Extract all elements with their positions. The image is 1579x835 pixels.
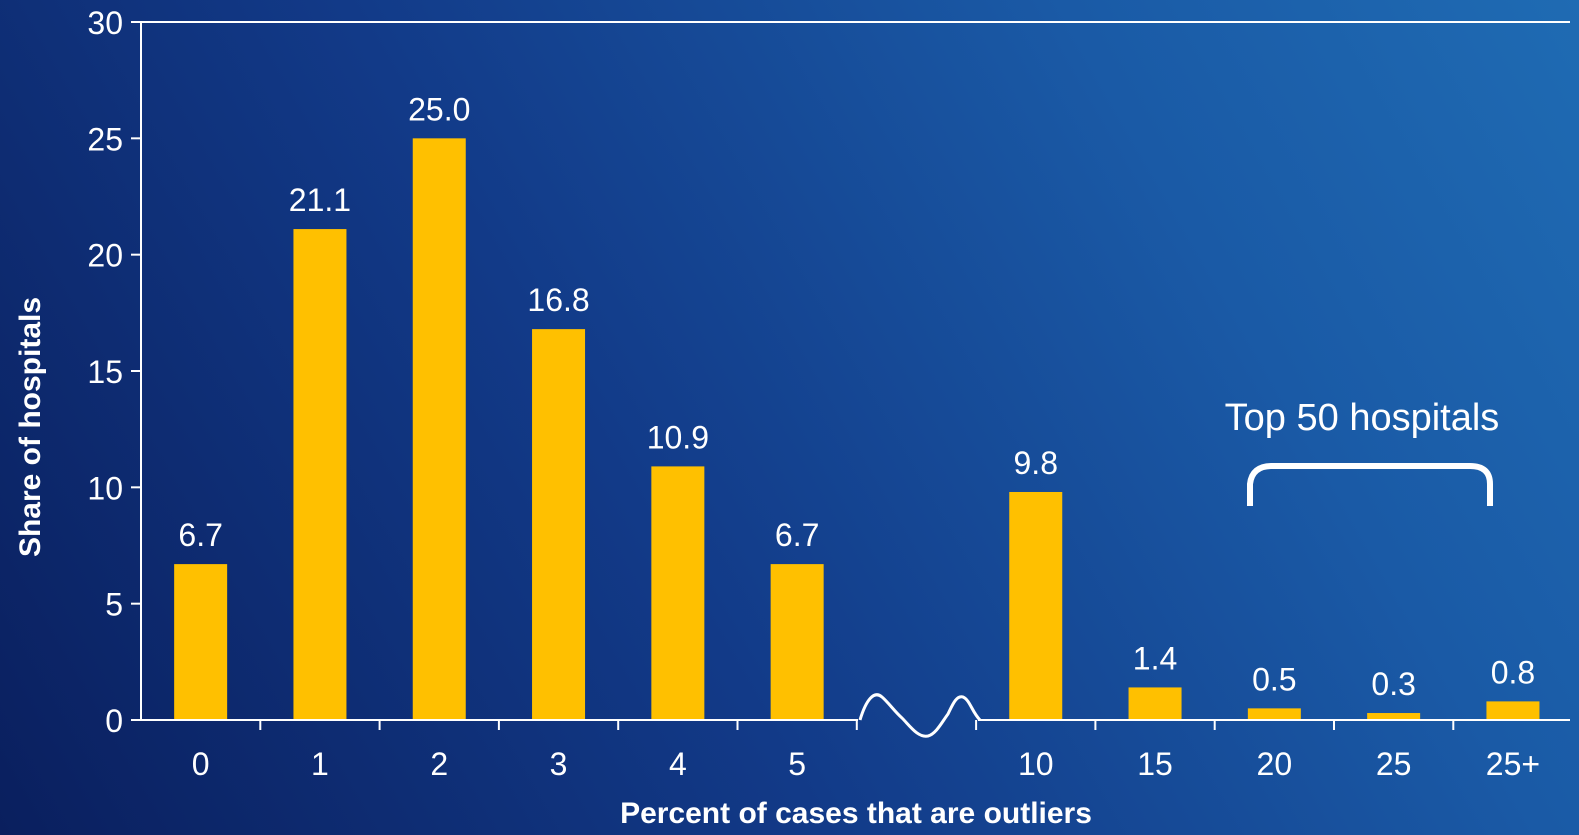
x-tick-label: 1 [311,746,329,782]
x-tick-label: 20 [1257,746,1293,782]
bar-15 [1128,687,1182,720]
y-tick-label: 25 [87,121,123,157]
x-tick-label: 15 [1137,746,1173,782]
x-tick-label: 0 [192,746,210,782]
y-tick-label: 5 [105,587,123,623]
annotation-text: Top 50 hospitals [1225,397,1500,439]
data-label: 9.8 [1014,445,1058,481]
x-tick-label: 25 [1376,746,1412,782]
bar-1 [293,229,347,720]
bar-25+ [1486,701,1540,720]
data-label: 21.1 [289,182,351,218]
bar-0 [174,564,228,720]
data-label: 0.3 [1371,666,1415,702]
data-label: 25.0 [408,91,470,127]
data-label: 1.4 [1133,640,1177,676]
bar-5 [770,564,824,720]
data-label: 16.8 [527,282,589,318]
x-tick-label: 10 [1018,746,1054,782]
y-tick-label: 20 [87,238,123,274]
y-tick-label: 30 [87,5,123,41]
data-label: 0.8 [1491,654,1535,690]
labels-layer: 0 5 10 15 20 25 30 6.7 0 21.1 1 25.0 2 16.8 3 10.9 4 6.7 5… [87,5,1540,782]
bars-layer [174,138,1540,721]
data-label: 10.9 [647,419,709,455]
top-hospitals-bracket [1247,463,1493,506]
bar-25 [1367,713,1421,720]
y-tick-label: 15 [87,354,123,390]
axis-break-squiggle [858,693,982,738]
x-tick-label: 25+ [1486,746,1540,782]
bar-4 [651,466,705,720]
data-label: 0.5 [1252,661,1296,697]
data-label: 6.7 [775,517,819,553]
y-tick-label: 10 [87,470,123,506]
bar-20 [1247,708,1301,720]
axes-layer [131,21,1570,730]
y-tick-label: 0 [105,703,123,739]
x-tick-label: 5 [788,746,806,782]
bar-2 [412,138,466,721]
bar-3 [532,329,586,720]
x-tick-label: 2 [430,746,448,782]
bar-10 [1009,491,1063,720]
y-axis-title: Share of hospitals [14,297,47,557]
data-label: 6.7 [178,517,222,553]
x-axis-title: Percent of cases that are outliers [620,797,1092,830]
x-tick-label: 4 [669,746,687,782]
x-tick-label: 3 [550,746,568,782]
